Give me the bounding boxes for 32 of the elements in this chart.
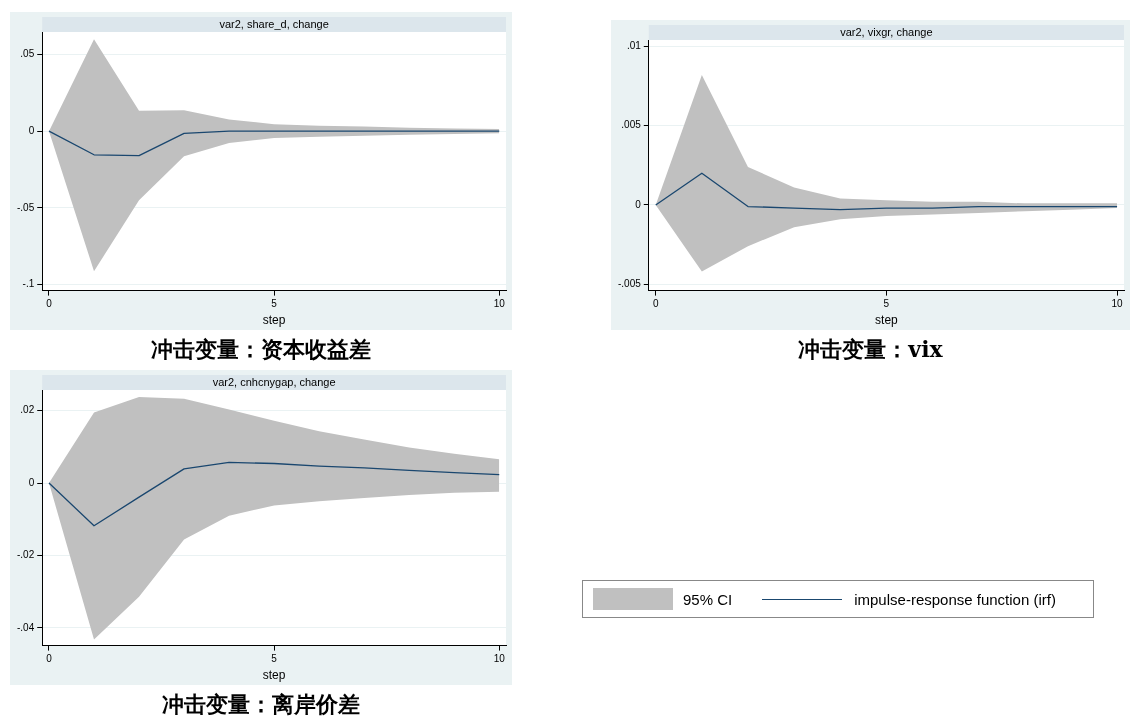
x-tick-label: 0: [652, 298, 659, 310]
x-axis-title: step: [262, 313, 286, 328]
x-axis-title: step: [262, 668, 286, 683]
chart-title: var2, vixgr, change: [840, 25, 933, 38]
text: 95% CI: [683, 590, 733, 608]
y-tick-label: .01: [626, 40, 642, 52]
y-tick-label: -.02: [17, 549, 35, 561]
x-tick-label: 0: [46, 653, 53, 665]
text: 冲击变量：资本收益差: [150, 335, 372, 364]
x-tick-label: 5: [271, 298, 278, 310]
y-tick-label: -.04: [17, 621, 35, 633]
text: 冲击变量：离岸价差: [161, 690, 361, 719]
text: impulse-response function (irf): [854, 590, 1056, 608]
x-tick-label: 10: [1111, 298, 1124, 310]
y-tick-label: .02: [20, 404, 35, 416]
y-tick-label: -.005: [618, 278, 642, 290]
y-tick-label: -.05: [17, 201, 35, 213]
x-tick-label: 0: [46, 298, 53, 310]
y-tick-label: .05: [20, 48, 35, 60]
chart-title: var2, share_d, change: [219, 17, 329, 30]
y-tick-label: -.1: [22, 278, 35, 290]
text: 冲击变量：vix: [797, 335, 944, 364]
x-tick-label: 5: [271, 653, 278, 665]
y-tick-label: 0: [28, 476, 35, 488]
y-tick-label: .005: [621, 119, 642, 131]
y-tick-label: 0: [28, 124, 35, 136]
chart-title: var2, cnhcnygap, change: [212, 375, 336, 388]
x-tick-label: 10: [493, 653, 506, 665]
x-tick-label: 5: [883, 298, 890, 310]
x-tick-label: 10: [493, 298, 506, 310]
x-axis-title: step: [875, 313, 899, 328]
y-tick-label: 0: [635, 198, 642, 210]
